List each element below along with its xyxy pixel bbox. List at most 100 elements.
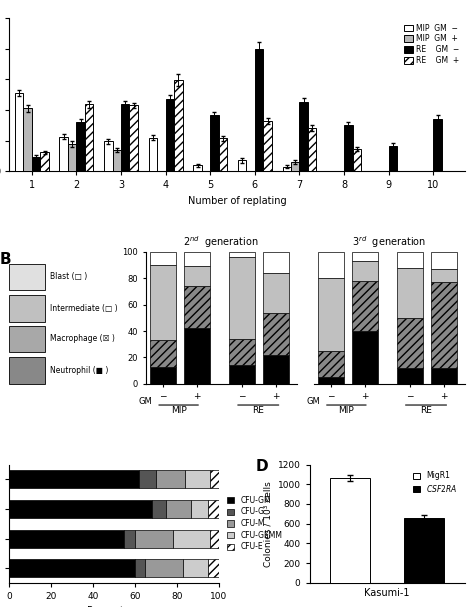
- Bar: [104, 141, 112, 171]
- Bar: [263, 355, 289, 384]
- Text: B: B: [0, 252, 11, 267]
- Bar: [150, 367, 176, 384]
- Bar: [193, 165, 202, 171]
- Text: GM: GM: [138, 397, 152, 406]
- Bar: [283, 166, 291, 171]
- Text: RE: RE: [420, 406, 432, 415]
- Bar: [431, 252, 457, 269]
- Bar: [9, 560, 135, 577]
- Bar: [166, 500, 191, 518]
- Y-axis label: Colonies / 10³ cells: Colonies / 10³ cells: [263, 481, 272, 566]
- Bar: [397, 318, 422, 368]
- Bar: [9, 470, 139, 488]
- Bar: [397, 368, 422, 384]
- Legend: CFU-GM, CFU-G, CFU-M, CFU-GEMM, CFU-E: CFU-GM, CFU-G, CFU-M, CFU-GEMM, CFU-E: [227, 496, 283, 552]
- Bar: [255, 49, 264, 171]
- Bar: [352, 261, 378, 281]
- Bar: [112, 151, 121, 171]
- Bar: [15, 93, 23, 171]
- Bar: [264, 121, 272, 171]
- Bar: [330, 478, 371, 583]
- Bar: [291, 162, 300, 171]
- Bar: [152, 500, 166, 518]
- Bar: [397, 252, 422, 268]
- Bar: [210, 529, 219, 548]
- Bar: [185, 470, 210, 488]
- Bar: [85, 104, 93, 171]
- Bar: [135, 529, 173, 548]
- Bar: [184, 286, 210, 328]
- Text: Macrophage (☒ ): Macrophage (☒ ): [50, 334, 115, 344]
- Bar: [229, 365, 255, 384]
- FancyBboxPatch shape: [9, 296, 46, 322]
- Bar: [149, 138, 157, 171]
- Bar: [263, 252, 289, 273]
- Bar: [125, 529, 135, 548]
- Bar: [156, 470, 185, 488]
- Bar: [431, 269, 457, 282]
- Legend: MigR1, $\it{CSF2RA}$: MigR1, $\it{CSF2RA}$: [410, 469, 461, 497]
- Text: MIP: MIP: [338, 406, 354, 415]
- Bar: [208, 560, 219, 577]
- X-axis label: Percentage: Percentage: [87, 606, 142, 607]
- FancyBboxPatch shape: [9, 326, 46, 352]
- Bar: [150, 252, 176, 265]
- Bar: [191, 500, 208, 518]
- Bar: [229, 257, 255, 339]
- Bar: [229, 339, 255, 365]
- Bar: [68, 144, 76, 171]
- Bar: [183, 560, 208, 577]
- Bar: [229, 252, 255, 257]
- Bar: [208, 500, 219, 518]
- Bar: [146, 560, 183, 577]
- Text: Neutrophil (■ ): Neutrophil (■ ): [50, 366, 109, 375]
- Text: MIP: MIP: [171, 406, 186, 415]
- FancyBboxPatch shape: [9, 358, 46, 384]
- Bar: [318, 378, 344, 384]
- Bar: [389, 146, 397, 171]
- Bar: [352, 252, 378, 261]
- Bar: [23, 109, 32, 171]
- Bar: [318, 278, 344, 351]
- Bar: [150, 341, 176, 367]
- Bar: [9, 529, 125, 548]
- Text: Blast (□ ): Blast (□ ): [50, 273, 87, 282]
- Text: RE: RE: [252, 406, 264, 415]
- Bar: [184, 252, 210, 266]
- Bar: [318, 351, 344, 378]
- Title: 3$^{rd}$  generation: 3$^{rd}$ generation: [352, 234, 426, 250]
- X-axis label: Kasumi-1: Kasumi-1: [365, 588, 410, 599]
- Bar: [263, 313, 289, 355]
- Bar: [184, 266, 210, 286]
- Text: D: D: [255, 459, 268, 473]
- Bar: [135, 560, 146, 577]
- Bar: [9, 500, 152, 518]
- Bar: [59, 137, 68, 171]
- Bar: [397, 268, 422, 318]
- Bar: [165, 99, 174, 171]
- Bar: [300, 103, 308, 171]
- Bar: [139, 470, 156, 488]
- Bar: [210, 470, 219, 488]
- Bar: [353, 149, 361, 171]
- FancyBboxPatch shape: [9, 263, 46, 290]
- Bar: [404, 518, 444, 583]
- Bar: [433, 119, 442, 171]
- Text: GM: GM: [306, 397, 320, 406]
- Bar: [263, 273, 289, 313]
- Bar: [40, 152, 49, 171]
- Bar: [238, 160, 246, 171]
- Title: 2$^{nd}$  generation: 2$^{nd}$ generation: [183, 234, 259, 250]
- Bar: [76, 121, 85, 171]
- Bar: [344, 125, 353, 171]
- Text: Intermediate (□ ): Intermediate (□ ): [50, 304, 118, 313]
- Bar: [129, 106, 138, 171]
- Bar: [184, 328, 210, 384]
- Bar: [173, 529, 210, 548]
- Bar: [352, 281, 378, 331]
- Legend: MIP  GM  −, MIP  GM  +, RE    GM  −, RE    GM  +: MIP GM −, MIP GM +, RE GM −, RE GM +: [402, 22, 461, 67]
- Bar: [32, 157, 40, 171]
- Bar: [174, 80, 182, 171]
- X-axis label: Number of replating: Number of replating: [188, 195, 286, 206]
- Bar: [308, 128, 317, 171]
